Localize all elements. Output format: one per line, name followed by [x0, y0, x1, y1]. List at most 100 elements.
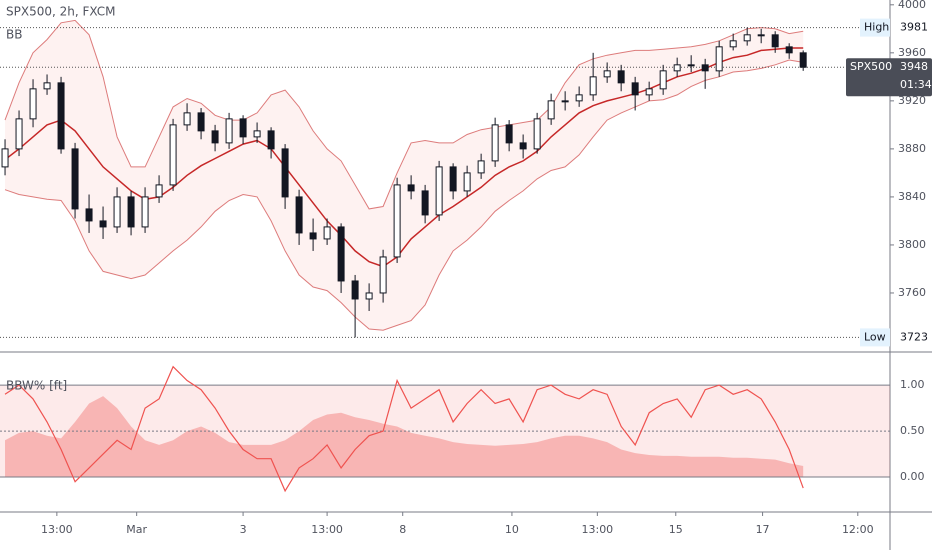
x-tick-label: 15 [669, 523, 683, 536]
y-tick-label: 3960 [898, 46, 926, 59]
y-tick-label: 4000 [898, 0, 926, 11]
y-tick-label: 3880 [898, 142, 926, 155]
candle-body [183, 112, 191, 126]
candle-body [449, 166, 457, 192]
candle-body [29, 88, 37, 120]
x-tick-label: 3 [240, 523, 247, 536]
y-tick-label: 0.00 [900, 470, 925, 483]
candle-body [617, 70, 625, 84]
candle-body [71, 148, 79, 210]
bbw-line [4, 365, 804, 493]
x-tick-label: 12:00 [842, 523, 874, 536]
candle-body [603, 70, 611, 78]
x-tick-label: 13:00 [581, 523, 613, 536]
y-tick-label: 0.50 [900, 424, 925, 437]
candle-body [407, 184, 415, 192]
bb-line [4, 47, 804, 268]
marker-value: 3723 [900, 330, 928, 343]
candle-body [421, 190, 429, 216]
x-tick-label: Mar [126, 523, 147, 536]
candle-body [43, 82, 51, 90]
marker-value-box [891, 328, 932, 347]
candle-body [645, 88, 653, 96]
x-tick-label: 13:00 [311, 523, 343, 536]
x-tick-label: 8 [399, 523, 406, 536]
last-price-value: 3948 [900, 60, 928, 73]
marker-label: Low [864, 330, 886, 343]
last-price-label: SPX500 [850, 60, 892, 73]
y-tick-label: 3760 [898, 286, 926, 299]
candle-body [295, 196, 303, 234]
candle-body [1, 148, 9, 168]
candle-body [715, 46, 723, 72]
indicator-label: BB [6, 28, 22, 42]
candle-body [561, 100, 569, 103]
candle-body [575, 94, 583, 102]
candle-body [701, 64, 709, 72]
candle-body [589, 76, 597, 96]
marker-box [860, 18, 890, 37]
candle-body [519, 142, 527, 150]
candle-body [211, 130, 219, 144]
candle-body [15, 118, 23, 150]
candle-body [673, 64, 681, 72]
candle-body [57, 82, 65, 150]
candle-body [491, 124, 499, 162]
candle-body [631, 82, 639, 96]
candle-body [379, 256, 387, 294]
candle-body [743, 34, 751, 42]
candle-body [309, 232, 317, 240]
chart-title: SPX500, 2h, FXCM [6, 5, 115, 19]
countdown: 01:34:5 [900, 78, 932, 91]
candle-body [351, 280, 359, 300]
candle-body [337, 226, 345, 282]
y-tick-label: 3800 [898, 238, 926, 251]
candle-body [85, 208, 93, 222]
candle-body [799, 52, 807, 68]
candle-body [729, 40, 737, 48]
candle-body [281, 148, 289, 198]
candle-body [141, 196, 149, 228]
candle-body [659, 70, 667, 90]
candle-body [505, 124, 513, 144]
plot: 13:00 Mar 3 13:00 8 10 13:00 15 17 12:00 3760 3800 3… [0, 0, 932, 536]
candle-body [253, 130, 261, 138]
candle-body [113, 196, 121, 228]
candle-body [239, 118, 247, 138]
candle-body [127, 196, 135, 228]
candle-body [435, 166, 443, 216]
bb-line [4, 59, 804, 331]
candle-body [771, 34, 779, 48]
candle-body [463, 172, 471, 192]
y-tick-label: 3840 [898, 190, 926, 203]
candle-body [687, 64, 695, 67]
marker-box [860, 328, 890, 347]
candle-body [323, 226, 331, 240]
candle-body [267, 130, 275, 150]
y-tick-label: 3920 [898, 94, 926, 107]
candle-body [757, 34, 765, 37]
candle-body [533, 118, 541, 150]
bbw-area [5, 396, 804, 478]
y-tick-label: 1.00 [900, 378, 925, 391]
indicator-label: BBW% [ft] [6, 379, 67, 393]
candle-body [99, 220, 107, 228]
x-tick-label: 13:00 [41, 523, 73, 536]
candle-body [477, 160, 485, 174]
candle-body [155, 184, 163, 198]
bb-line [4, 19, 804, 210]
candle-body [785, 46, 793, 54]
x-tick-label: 10 [505, 523, 519, 536]
marker-value-box [891, 18, 932, 37]
marker-label: High [864, 21, 889, 34]
candle-body [365, 292, 373, 300]
x-tick-label: 17 [756, 523, 770, 536]
candle-body [393, 184, 401, 258]
bb-fill [5, 20, 804, 331]
last-price-box [846, 58, 932, 97]
candle-body [169, 124, 177, 186]
marker-value: 3981 [900, 21, 928, 34]
candle-body [547, 100, 555, 120]
